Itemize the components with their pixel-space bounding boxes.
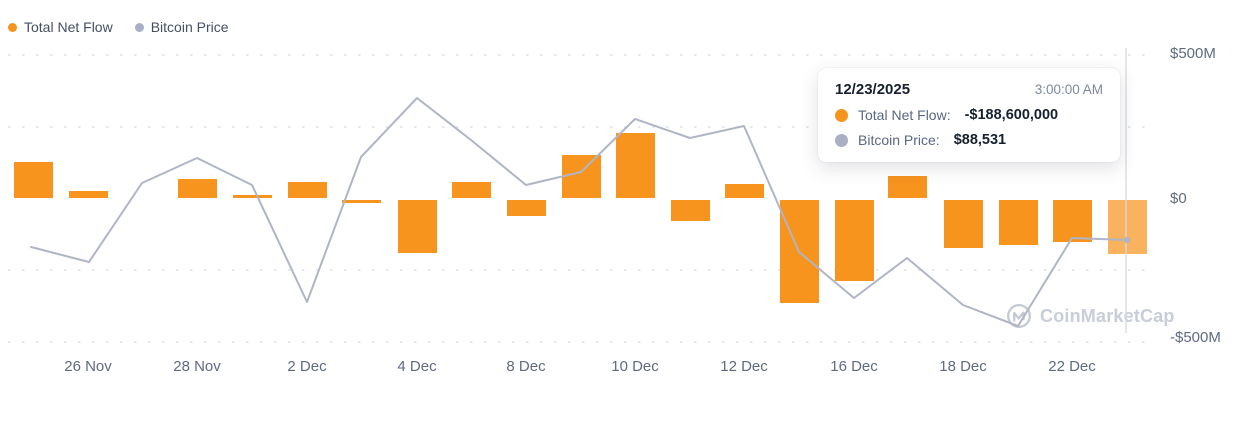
tooltip-time: 3:00:00 AM bbox=[1034, 82, 1103, 97]
bar-12/03[interactable] bbox=[341, 200, 381, 203]
tooltip-header: 12/23/2025 3:00:00 AM bbox=[835, 81, 1103, 98]
coinmarketcap-logo-icon bbox=[1006, 303, 1032, 329]
tooltip-bitcoin-price-value: $88,531 bbox=[953, 132, 1007, 148]
x-axis-label-10-dec: 10 Dec bbox=[611, 358, 659, 375]
tooltip-row-bitcoin-price: Bitcoin Price: $88,531 bbox=[835, 132, 1103, 148]
gridline--250M bbox=[8, 269, 1156, 272]
tooltip-net-flow-label: Total Net Flow: bbox=[858, 107, 951, 123]
bar-12/04[interactable] bbox=[397, 200, 437, 254]
coinmarketcap-watermark: CoinMarketCap bbox=[1006, 303, 1175, 329]
chart-legend: Total Net Flow Bitcoin Price bbox=[8, 19, 229, 35]
legend-label-bitcoin-price: Bitcoin Price bbox=[150, 19, 229, 35]
x-axis-label-8-dec: 8 Dec bbox=[506, 358, 546, 375]
net-flow-dot-icon bbox=[835, 108, 848, 122]
gridline--500M bbox=[8, 341, 1156, 344]
x-axis-label-22-dec: 22 Dec bbox=[1048, 358, 1096, 375]
bar-12/10[interactable] bbox=[615, 133, 655, 198]
bitcoin-price-dot-icon bbox=[835, 133, 848, 147]
y-axis-label-500m: $500M bbox=[1170, 45, 1216, 62]
x-axis-label-4-dec: 4 Dec bbox=[397, 358, 437, 375]
x-axis-label-28-nov: 28 Nov bbox=[173, 358, 221, 375]
tooltip-row-net-flow: Total Net Flow: -$188,600,000 bbox=[835, 107, 1103, 123]
x-axis-label-26-nov: 26 Nov bbox=[64, 358, 112, 375]
y-axis-label-zero: $0 bbox=[1170, 190, 1187, 207]
tooltip-net-flow-value: -$188,600,000 bbox=[964, 107, 1059, 123]
watermark-text: CoinMarketCap bbox=[1040, 305, 1175, 326]
bar-12/16[interactable] bbox=[834, 200, 874, 281]
bar-12/17[interactable] bbox=[887, 175, 927, 198]
bar-11/26[interactable] bbox=[68, 191, 108, 198]
x-axis-label-16-dec: 16 Dec bbox=[830, 358, 878, 375]
bar-11/28[interactable] bbox=[177, 178, 217, 198]
x-axis-label-12-dec: 12 Dec bbox=[720, 358, 768, 375]
bar-12/02[interactable] bbox=[287, 182, 327, 198]
legend-item-bitcoin-price[interactable]: Bitcoin Price bbox=[134, 19, 229, 35]
net-flow-dot-icon bbox=[8, 22, 17, 32]
gridline-500M bbox=[8, 53, 1156, 56]
bar-12/23[interactable] bbox=[1107, 200, 1147, 255]
bar-12/09[interactable] bbox=[561, 154, 601, 198]
bar-12/19[interactable] bbox=[998, 200, 1038, 246]
bitcoin-price-dot-icon bbox=[134, 22, 144, 32]
bar-12/11[interactable] bbox=[670, 200, 710, 221]
bar-12/15[interactable] bbox=[779, 200, 819, 304]
legend-item-total-net-flow[interactable]: Total Net Flow bbox=[8, 19, 113, 35]
chart-tooltip: 12/23/2025 3:00:00 AM Total Net Flow: -$… bbox=[818, 68, 1120, 162]
legend-label-total-net-flow: Total Net Flow bbox=[24, 19, 113, 35]
y-axis-label-neg-500m: -$500M bbox=[1170, 329, 1221, 346]
x-axis-label-18-dec: 18 Dec bbox=[939, 358, 987, 375]
tooltip-bitcoin-price-label: Bitcoin Price: bbox=[858, 132, 940, 148]
bar-12/22[interactable] bbox=[1052, 200, 1092, 242]
bar-12/01[interactable] bbox=[232, 195, 272, 198]
bar-12/08[interactable] bbox=[506, 200, 546, 216]
x-axis: 26 Nov 28 Nov 2 Dec 4 Dec 8 Dec 10 Dec 12 Dec 1… bbox=[0, 358, 1255, 378]
bar-12/12[interactable] bbox=[724, 183, 764, 198]
bar-11/25[interactable] bbox=[13, 161, 53, 198]
bar-12/18[interactable] bbox=[943, 200, 983, 249]
tooltip-date: 12/23/2025 bbox=[835, 81, 911, 98]
bar-12/05[interactable] bbox=[451, 182, 491, 198]
x-axis-label-2-dec: 2 Dec bbox=[287, 358, 327, 375]
